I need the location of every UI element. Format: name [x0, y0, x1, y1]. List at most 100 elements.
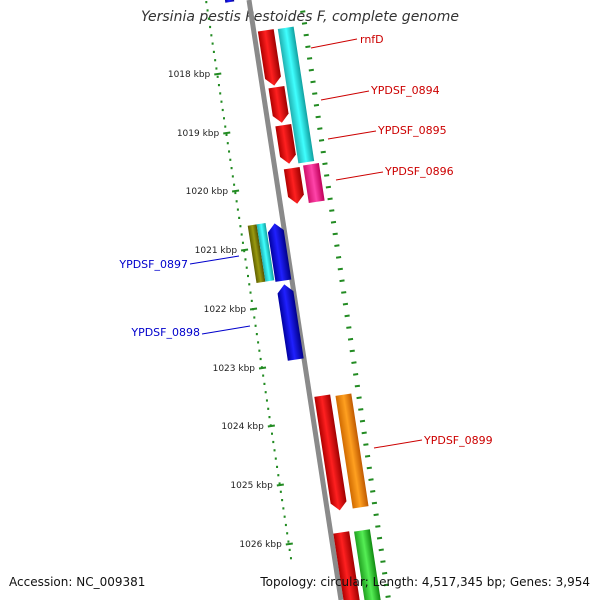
label-rnfD: rnfD	[360, 33, 384, 46]
scale-dot	[267, 407, 270, 410]
label-ypdsf-0895: YPDSF_0895	[377, 124, 447, 137]
scale-dot	[228, 150, 231, 153]
feature-track-tick	[324, 174, 330, 177]
feature-track-tick	[300, 10, 306, 13]
feature-track-tick	[375, 525, 381, 528]
scale-dot	[274, 457, 277, 460]
feature-track-tick	[301, 22, 308, 25]
scale-dot	[273, 449, 276, 452]
scale-dot	[205, 1, 208, 4]
scale-dot	[246, 274, 249, 278]
scale-label: 1022 kbp	[204, 305, 247, 315]
feature-track-tick	[383, 583, 389, 587]
scale-dot	[211, 42, 214, 45]
scale-major-tick	[267, 424, 275, 428]
feature-track-tick	[347, 337, 354, 341]
feature-partial-bottom-green	[354, 529, 382, 600]
scale-dot	[226, 142, 229, 145]
scale-labels: 1018 kbp 1019 kbp 1020 kbp 1021 kbp 1022 kbp…	[168, 70, 282, 550]
feature-track-tick	[356, 396, 362, 400]
scale-dot	[283, 515, 286, 518]
feature-track-tick	[371, 501, 378, 505]
scale-label: 1020 kbp	[186, 187, 229, 197]
label-ypdsf-0897: YPDSF_0897	[118, 258, 188, 271]
scale-dot	[214, 59, 217, 62]
feature-track-tick	[363, 443, 369, 446]
feature-track-tick	[354, 384, 361, 388]
scale-label: 1023 kbp	[213, 364, 256, 374]
feature-cyan-track	[277, 26, 315, 164]
feature-track-tick	[306, 57, 313, 60]
label-ypdsf-0899: YPDSF_0899	[423, 434, 493, 447]
scale-dot	[248, 283, 251, 286]
leader-ypdsf-0896	[335, 171, 384, 181]
feature-track-tick	[332, 232, 338, 236]
feature-track-tick	[327, 197, 333, 201]
scale-dot	[276, 465, 279, 468]
scale-label: 1019 kbp	[177, 129, 220, 139]
feature-track-tick	[341, 291, 347, 294]
feature-track-tick	[322, 162, 328, 166]
scale-major-tick	[276, 483, 284, 487]
feature-track-tick	[359, 419, 366, 423]
scale-dot	[279, 490, 282, 493]
scale-major-tick	[231, 189, 240, 193]
scale-dot	[234, 191, 237, 195]
scale-dot	[255, 333, 258, 336]
feature-track-tick	[370, 490, 376, 493]
scale-dot	[253, 316, 256, 319]
scale-dot	[268, 416, 271, 419]
leader-ypdsf-0897	[189, 255, 240, 265]
feature-track-tick	[303, 33, 309, 37]
feature-track-tick	[318, 139, 325, 142]
scale-dot	[243, 250, 246, 253]
gene-partial-top	[223, 0, 235, 3]
feature-track-tick	[342, 302, 349, 306]
scale-dot	[212, 50, 215, 53]
scale-dot	[238, 216, 241, 219]
feature-track-tick	[308, 68, 314, 72]
feature-track-tick	[376, 536, 383, 540]
scale-dot	[230, 167, 233, 170]
feature-track-tick	[325, 185, 332, 189]
feature-track-tick	[364, 454, 371, 458]
scale-dot	[225, 133, 228, 136]
scale-label: 1018 kbp	[168, 70, 211, 80]
gene-ypdsf-0898	[277, 284, 304, 361]
feature-track-tick	[312, 92, 318, 95]
scale-dot	[222, 117, 225, 120]
scale-dot	[207, 17, 210, 20]
scale-dot	[245, 266, 248, 269]
feature-track-tick	[317, 127, 323, 130]
scale-major-tick	[258, 366, 267, 370]
feature-track-tick	[366, 466, 372, 470]
scale-dot	[277, 474, 280, 477]
feature-magenta-track	[303, 163, 325, 204]
scale-dot	[244, 258, 247, 261]
feature-track-tick	[373, 513, 379, 517]
scale-dot	[219, 92, 222, 95]
scale-dot	[286, 532, 289, 535]
feature-track-tick	[305, 45, 311, 49]
scale-dot	[264, 391, 267, 394]
scale-dot	[210, 34, 213, 37]
feature-track-tick	[368, 478, 374, 481]
feature-track-tick	[339, 279, 345, 283]
scale-major-tick	[214, 72, 222, 76]
scale-dot	[231, 175, 234, 178]
feature-orange-track	[335, 393, 369, 509]
scale-dot	[215, 67, 218, 70]
scale-dot	[220, 100, 223, 103]
scale-label: 1024 kbp	[221, 422, 264, 432]
scale-dot	[284, 523, 287, 527]
scale-dot	[216, 75, 219, 78]
label-ypdsf-0894: YPDSF_0894	[370, 84, 440, 97]
scale-dot	[241, 241, 244, 244]
scale-dot	[254, 324, 257, 327]
feature-track-tick	[335, 256, 342, 259]
feature-track-tick	[382, 571, 388, 575]
gene-ypdsf-0897	[267, 223, 292, 282]
feature-track-tick	[313, 103, 320, 107]
scale-label: 1025 kbp	[230, 481, 273, 491]
